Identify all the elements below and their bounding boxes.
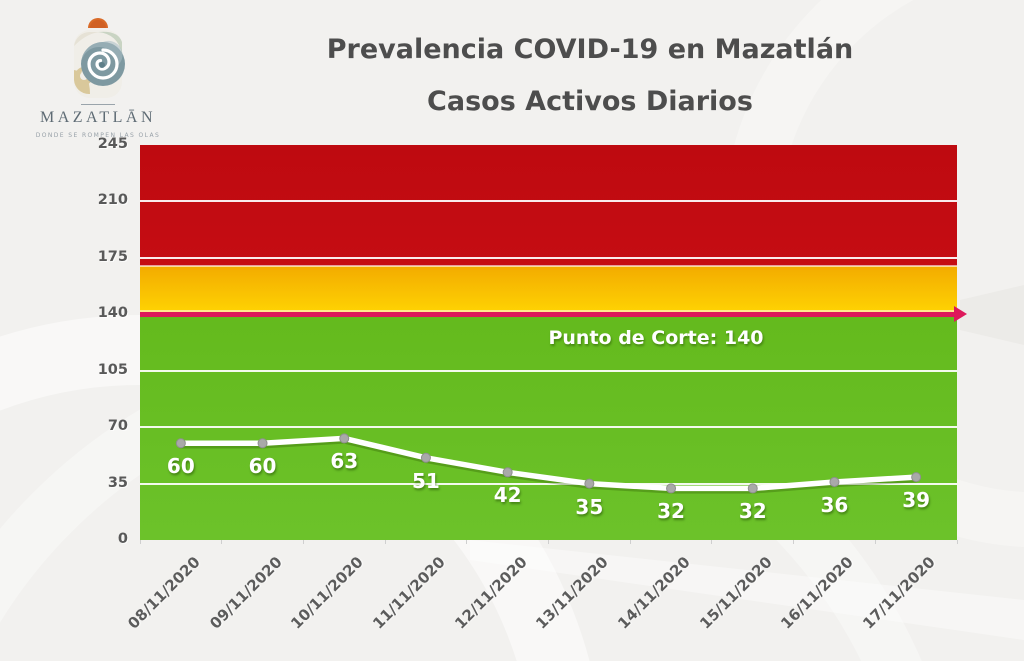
x-axis-label: 09/11/2020 [205,553,286,633]
data-point-marker [747,483,758,494]
series-line [175,433,922,494]
plot-area: 60 60 63 51 42 35 32 32 36 39 [140,145,967,540]
x-axis-tick [548,540,549,544]
gridline-105 [140,369,957,372]
logo-wordmark: MAZATLĀN [40,109,156,126]
chart-title-block: Prevalencia COVID-19 en Mazatlán Casos A… [160,24,1020,128]
x-axis-tick [793,540,795,544]
data-label: 32 [657,499,685,524]
data-point-marker [420,452,431,463]
data-point-marker [339,433,350,444]
gridline-70 [140,426,957,429]
data-point-marker [175,438,186,449]
data-label: 60 [166,454,195,479]
data-point-marker [829,476,840,487]
x-axis-label: 17/11/2020 [859,553,939,633]
x-axis-label: 12/11/2020 [450,553,531,633]
data-label: 32 [738,499,767,524]
x-axis-tick [956,540,958,544]
y-axis-label: 70 [107,418,128,435]
y-axis-label: 175 [97,248,128,265]
x-axis-label: 13/11/2020 [532,553,613,633]
cutoff-line [140,311,955,317]
x-axis-tick [874,540,876,544]
data-point-marker [666,483,677,494]
gridline-210 [140,200,957,203]
shell-icon [74,30,125,98]
data-label: 60 [248,454,277,479]
y-axis-label: 210 [97,192,128,209]
x-axis-label: 14/11/2020 [614,553,694,633]
x-axis-tick [629,540,631,544]
cutoff-annotation: Punto de Corte: 140 [548,327,764,349]
x-axis-label: 08/11/2020 [124,553,204,633]
x-axis-label: 11/11/2020 [369,553,449,633]
x-axis-tick [221,540,223,544]
data-label: 39 [902,488,931,513]
data-point-marker [502,467,513,478]
y-axis-label: 0 [117,531,128,547]
logo-tagline: DONDE SE ROMPEN LAS OLAS [35,132,161,139]
gridline-175 [140,256,957,259]
zone-separator [140,265,957,267]
data-label: 35 [575,494,604,519]
band-zona-roja [140,145,957,266]
mazatlan-logo: MAZATLĀN DONDE SE ROMPEN LAS OLAS [28,10,168,139]
data-label: 42 [493,483,522,508]
chart-subtitle: Casos Activos Diarios [427,86,753,117]
x-axis-label: 15/11/2020 [695,553,776,633]
data-label: 51 [412,468,440,493]
shell-sun-icon [74,18,125,98]
data-label: 63 [330,449,359,474]
x-axis-tick [384,540,386,544]
data-point-marker [911,472,922,483]
x-axis-tick [466,540,468,544]
x-axis-tick [711,540,713,544]
y-axis-label: 140 [97,305,128,322]
x-axis-label: 10/11/2020 [287,553,367,633]
cutoff-arrowhead-icon [954,306,967,323]
data-point-marker [257,438,268,449]
band-zona-amarilla [140,265,957,315]
chart-title: Prevalencia COVID-19 en Mazatlán [326,34,854,65]
x-axis-label: 16/11/2020 [777,553,858,633]
x-axis-tick [139,540,141,544]
y-axis-label: 35 [107,474,128,491]
y-axis-label: 245 [97,136,128,152]
data-label: 36 [820,492,849,517]
data-point-marker [584,478,595,489]
logo-divider [81,104,115,105]
y-axis-label: 105 [97,361,128,378]
cutoff-highlight [140,310,957,312]
x-axis-tick [302,540,304,544]
gridline-35 [140,482,957,485]
